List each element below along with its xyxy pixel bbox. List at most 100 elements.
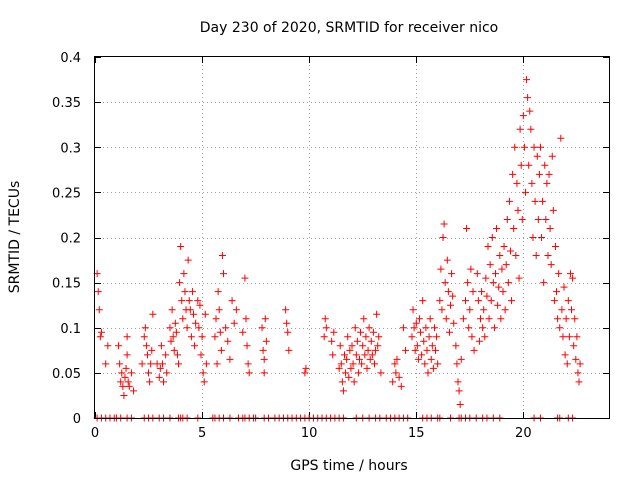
data-point bbox=[467, 265, 475, 273]
data-point bbox=[547, 261, 555, 269]
data-point bbox=[511, 143, 519, 151]
data-point bbox=[116, 360, 124, 368]
data-point bbox=[536, 143, 544, 151]
data-point bbox=[366, 355, 374, 363]
data-point bbox=[533, 152, 541, 160]
data-point bbox=[420, 337, 428, 345]
data-point bbox=[505, 197, 513, 205]
data-point bbox=[448, 270, 456, 278]
data-point bbox=[554, 315, 562, 323]
x-tick-label: 10 bbox=[301, 426, 318, 441]
data-point bbox=[117, 378, 125, 386]
data-point bbox=[563, 360, 571, 368]
data-point bbox=[490, 324, 498, 332]
data-point bbox=[464, 279, 472, 287]
data-point bbox=[574, 369, 582, 377]
data-point bbox=[543, 179, 551, 187]
data-point bbox=[572, 355, 580, 363]
data-point bbox=[185, 297, 193, 305]
data-point bbox=[481, 333, 489, 341]
data-point bbox=[355, 355, 363, 363]
data-point bbox=[217, 346, 225, 354]
data-point bbox=[125, 382, 133, 390]
data-point bbox=[201, 310, 209, 318]
data-point bbox=[157, 342, 165, 350]
data-point bbox=[418, 351, 426, 359]
data-point bbox=[408, 333, 416, 341]
data-point bbox=[180, 270, 188, 278]
data-point bbox=[518, 215, 526, 223]
data-point bbox=[350, 378, 358, 386]
data-point bbox=[169, 333, 177, 341]
data-point bbox=[494, 301, 502, 309]
data-point bbox=[141, 324, 149, 332]
data-point bbox=[439, 234, 447, 241]
data-point bbox=[160, 378, 168, 386]
data-point bbox=[142, 342, 150, 350]
data-point bbox=[473, 270, 481, 278]
data-point bbox=[422, 324, 430, 332]
data-point bbox=[424, 369, 432, 377]
chart-title: Day 230 of 2020, SRMTID for receiver nic… bbox=[200, 20, 498, 36]
data-point bbox=[118, 369, 126, 377]
data-point bbox=[171, 319, 179, 327]
data-point bbox=[561, 351, 569, 359]
data-point bbox=[531, 197, 539, 205]
y-axis-label: SRMTID / TECUs bbox=[7, 181, 23, 294]
data-point bbox=[521, 188, 529, 196]
data-point bbox=[453, 360, 461, 368]
data-point bbox=[500, 243, 508, 251]
data-point bbox=[200, 378, 208, 386]
data-point bbox=[389, 378, 397, 386]
data-point bbox=[167, 337, 175, 345]
data-point bbox=[463, 224, 471, 232]
data-point bbox=[335, 364, 343, 372]
y-tick-label: 0.15 bbox=[52, 277, 81, 292]
data-point bbox=[230, 319, 238, 327]
data-point bbox=[95, 306, 103, 314]
data-point bbox=[377, 369, 385, 377]
data-point bbox=[173, 351, 181, 359]
data-point bbox=[455, 387, 463, 395]
data-point bbox=[553, 288, 561, 296]
y-tick-label: 0.35 bbox=[52, 96, 81, 111]
data-point bbox=[474, 297, 482, 305]
data-point bbox=[564, 297, 572, 305]
data-point bbox=[454, 378, 462, 386]
data-point bbox=[502, 261, 510, 269]
grid-lines bbox=[95, 57, 609, 418]
data-point bbox=[351, 324, 359, 332]
data-point bbox=[216, 328, 224, 336]
data-point bbox=[347, 364, 355, 372]
data-point bbox=[358, 360, 366, 368]
data-point bbox=[555, 270, 563, 278]
data-point bbox=[244, 360, 252, 368]
data-point bbox=[341, 351, 349, 359]
data-point bbox=[506, 247, 514, 255]
data-point bbox=[361, 351, 369, 359]
data-point bbox=[410, 324, 418, 332]
data-point bbox=[520, 143, 528, 151]
data-point bbox=[336, 342, 344, 350]
data-point bbox=[576, 360, 584, 368]
data-point bbox=[177, 243, 185, 251]
data-point bbox=[423, 346, 431, 354]
data-point bbox=[482, 274, 490, 282]
data-point bbox=[226, 355, 234, 363]
data-point bbox=[321, 315, 329, 323]
data-point bbox=[496, 252, 504, 260]
data-point bbox=[357, 328, 365, 336]
data-point bbox=[218, 252, 226, 260]
data-point bbox=[362, 333, 370, 341]
data-point bbox=[470, 346, 478, 354]
data-point bbox=[560, 283, 568, 291]
data-point bbox=[535, 170, 543, 178]
data-point bbox=[551, 243, 559, 251]
data-point bbox=[413, 342, 421, 350]
data-point bbox=[469, 288, 477, 296]
x-tick-label: 5 bbox=[198, 426, 206, 441]
data-point bbox=[337, 360, 345, 368]
data-point bbox=[352, 351, 360, 359]
data-point bbox=[445, 328, 453, 336]
data-point bbox=[187, 333, 195, 341]
